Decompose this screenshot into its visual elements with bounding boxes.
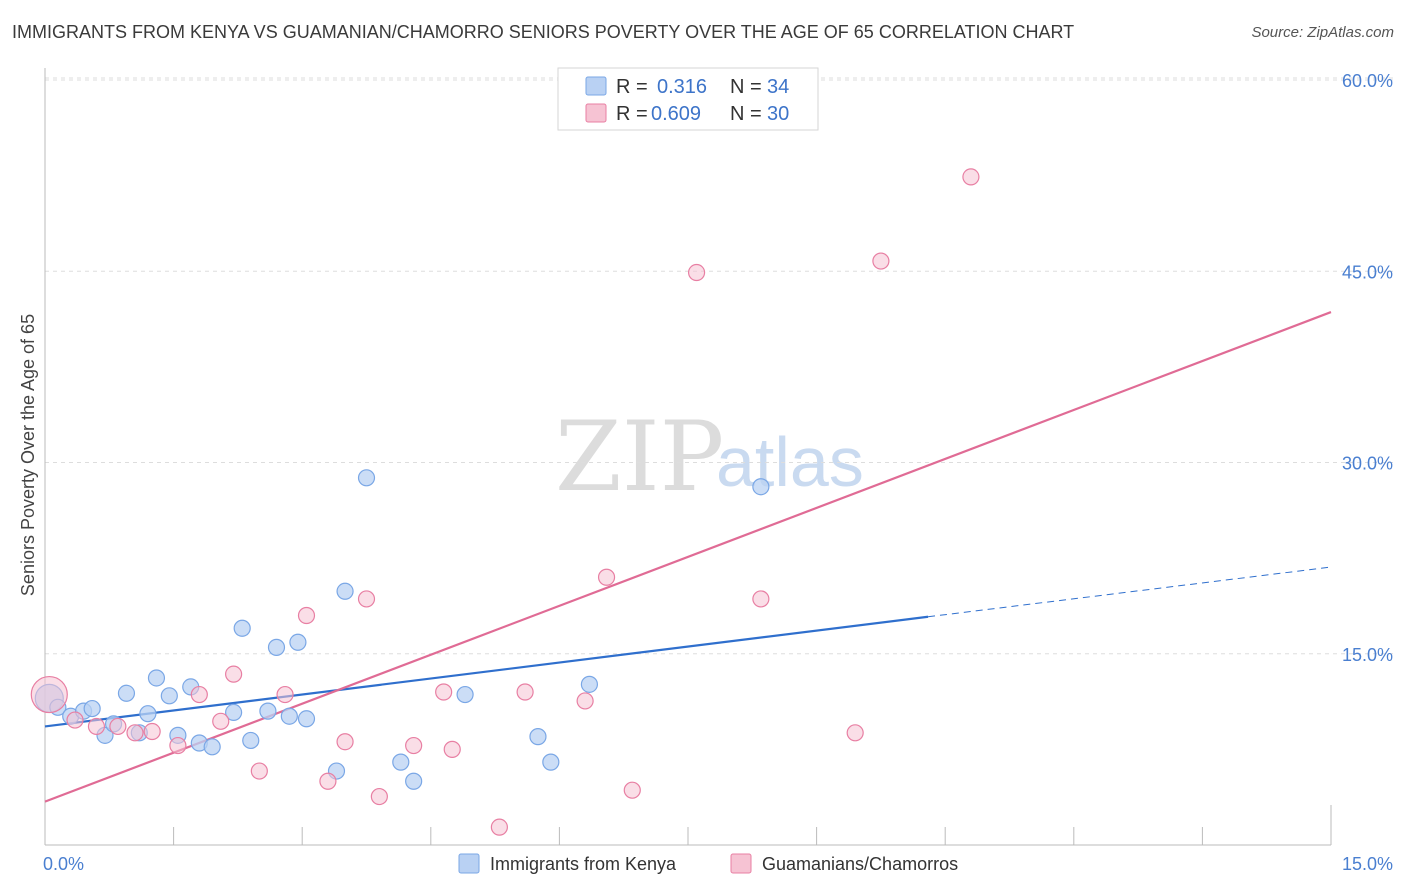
point-kenya [117, 684, 136, 702]
legend-n-label: N = [730, 103, 762, 125]
point-kenya [297, 710, 316, 728]
point-kenya [392, 753, 410, 771]
point-guamanian [357, 590, 376, 608]
legend: R = 0.316 N = 34 R = 0.609 N = 30 [557, 67, 819, 131]
trendline-guamanian [44, 311, 1332, 803]
bottom-legend-label-kenya: Immigrants from Kenya [490, 854, 677, 874]
point-kenya [336, 582, 354, 600]
point-guamanian [336, 733, 354, 751]
y-tick-label: 60.0% [1342, 71, 1393, 91]
bottom-legend-label-guamanian: Guamanians/Chamorros [762, 854, 958, 874]
legend-swatch-guamanian [585, 103, 607, 123]
legend-r-value-guamanian: 0.609 [651, 103, 701, 125]
bottom-legend: Immigrants from Kenya Guamanians/Chamorr… [458, 853, 958, 874]
point-kenya [267, 638, 286, 656]
point-guamanian [190, 685, 208, 704]
bottom-legend-swatch-guamanian [730, 853, 752, 874]
point-guamanian [516, 683, 534, 701]
y-tick-label: 30.0% [1342, 454, 1393, 474]
legend-r-value-kenya: 0.316 [657, 76, 707, 98]
point-guamanian [212, 712, 230, 730]
point-kenya [580, 675, 599, 693]
y-tick-label: 45.0% [1342, 262, 1393, 282]
point-guamanian [370, 787, 388, 806]
point-kenya [542, 753, 560, 771]
point-guamanian [576, 692, 594, 710]
y-axis-label: Seniors Poverty Over the Age of 65 [18, 314, 38, 596]
point-kenya [357, 469, 376, 487]
point-guamanian [225, 665, 243, 683]
point-kenya [259, 702, 277, 720]
point-kenya [225, 703, 243, 722]
point-guamanian [297, 606, 316, 625]
point-guamanian [30, 675, 68, 714]
point-guamanian [405, 736, 423, 755]
point-kenya [147, 669, 166, 687]
point-kenya [752, 478, 770, 496]
point-guamanian [319, 772, 337, 790]
trendline-extension-kenya [927, 566, 1332, 618]
legend-n-value-guamanian: 30 [767, 103, 789, 125]
point-kenya [456, 685, 474, 704]
source-label: Source: ZipAtlas.com [1251, 24, 1394, 41]
point-guamanian [687, 263, 706, 282]
point-kenya [405, 772, 423, 790]
point-kenya [242, 731, 260, 750]
legend-swatch-kenya [585, 76, 607, 96]
legend-r-label: R = [616, 103, 648, 125]
point-kenya [203, 738, 221, 756]
point-guamanian [66, 711, 84, 729]
x-tick-label-min: 0.0% [43, 854, 84, 874]
point-guamanian [435, 683, 453, 701]
point-kenya [139, 705, 157, 723]
point-guamanian [490, 818, 508, 836]
point-guamanian [109, 717, 127, 736]
legend-n-label: N = [730, 76, 762, 98]
point-guamanian [623, 781, 641, 799]
trendline-kenya [44, 615, 929, 728]
point-guamanian [143, 722, 161, 741]
y-tick-label: 15.0% [1342, 645, 1393, 665]
point-kenya [233, 619, 251, 637]
legend-n-value-kenya: 34 [767, 76, 789, 98]
point-guamanian [443, 740, 461, 758]
point-guamanian [872, 252, 890, 270]
point-kenya [160, 687, 178, 705]
chart-title: IMMIGRANTS FROM KENYA VS GUAMANIAN/CHAMO… [12, 22, 1075, 42]
point-guamanian [250, 762, 268, 780]
legend-r-label: R = [616, 76, 648, 98]
point-kenya [529, 728, 547, 746]
bottom-legend-swatch-kenya [458, 853, 480, 874]
point-kenya [83, 699, 101, 718]
point-guamanian [597, 568, 616, 586]
point-guamanian [962, 168, 980, 186]
point-kenya [289, 633, 307, 651]
point-guamanian [126, 724, 144, 742]
point-guamanian [752, 590, 770, 608]
point-guamanian [87, 717, 106, 736]
watermark-zip: ZIP [555, 401, 724, 513]
point-guamanian [169, 736, 187, 755]
point-guamanian [276, 685, 294, 704]
point-kenya [280, 707, 298, 725]
x-tick-label-max: 15.0% [1342, 854, 1393, 874]
point-guamanian [846, 724, 864, 742]
